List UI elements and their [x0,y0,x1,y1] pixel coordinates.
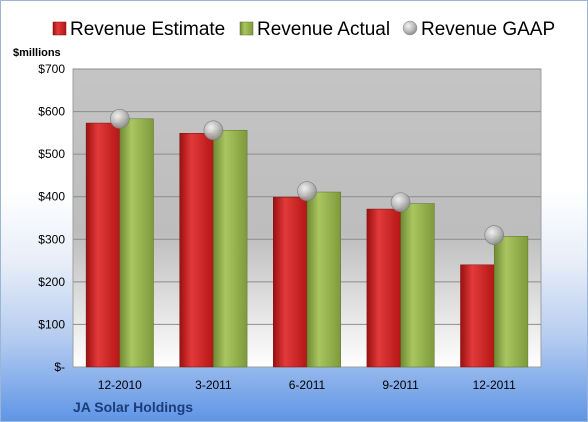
actual-bar [306,191,341,368]
estimate-bar [85,122,121,368]
gaap-marker [203,120,224,141]
estimate-bar [460,264,495,368]
y-unit-label: $millions [13,47,61,59]
legend-label-actual: Revenue Actual [257,19,390,40]
gaap-markers [110,109,505,245]
actual-bar [213,130,248,368]
actual-bar [400,203,435,368]
actual-bar [493,236,529,368]
y-axis-ticks: $- $100 $200 $300 $400 $500 $600 $700 [38,62,65,374]
estimate-bar [366,208,401,368]
gaap-marker [390,192,411,213]
x-axis-ticks: 12-2010 3-2011 6-2011 9-2011 12-2011 [98,378,516,392]
x-tick-label: 3-2011 [195,378,232,392]
gaap-marker [297,181,317,201]
estimate-bar [273,196,308,368]
y-tick-label: $500 [38,147,65,161]
x-tick-label: 6-2011 [289,378,326,392]
y-tick-label: $- [54,360,65,374]
x-tick-label: 12-2010 [98,378,142,392]
company-name: JA Solar Holdings [73,399,193,415]
y-tick-label: $400 [38,190,65,204]
x-tick-label: 12-2011 [473,378,516,392]
gaap-marker [484,225,505,245]
y-tick-label: $600 [38,105,65,119]
legend-swatch-gaap [402,20,418,36]
y-tick-label: $200 [38,275,65,289]
bars [85,118,529,368]
actual-bar [119,118,154,368]
legend-label-gaap: Revenue GAAP [421,19,555,40]
legend-swatch-estimate [52,21,67,36]
y-tick-label: $100 [38,317,65,331]
legend-swatch-actual [239,21,254,36]
y-tick-label: $300 [38,232,65,246]
legend-label-estimate: Revenue Estimate [70,19,225,40]
estimate-bar [179,133,214,368]
gaap-marker [110,109,130,129]
y-tick-label: $700 [38,62,65,76]
legend: Revenue Estimate Revenue Actual Revenue … [52,19,555,40]
x-tick-label: 9-2011 [382,378,419,392]
